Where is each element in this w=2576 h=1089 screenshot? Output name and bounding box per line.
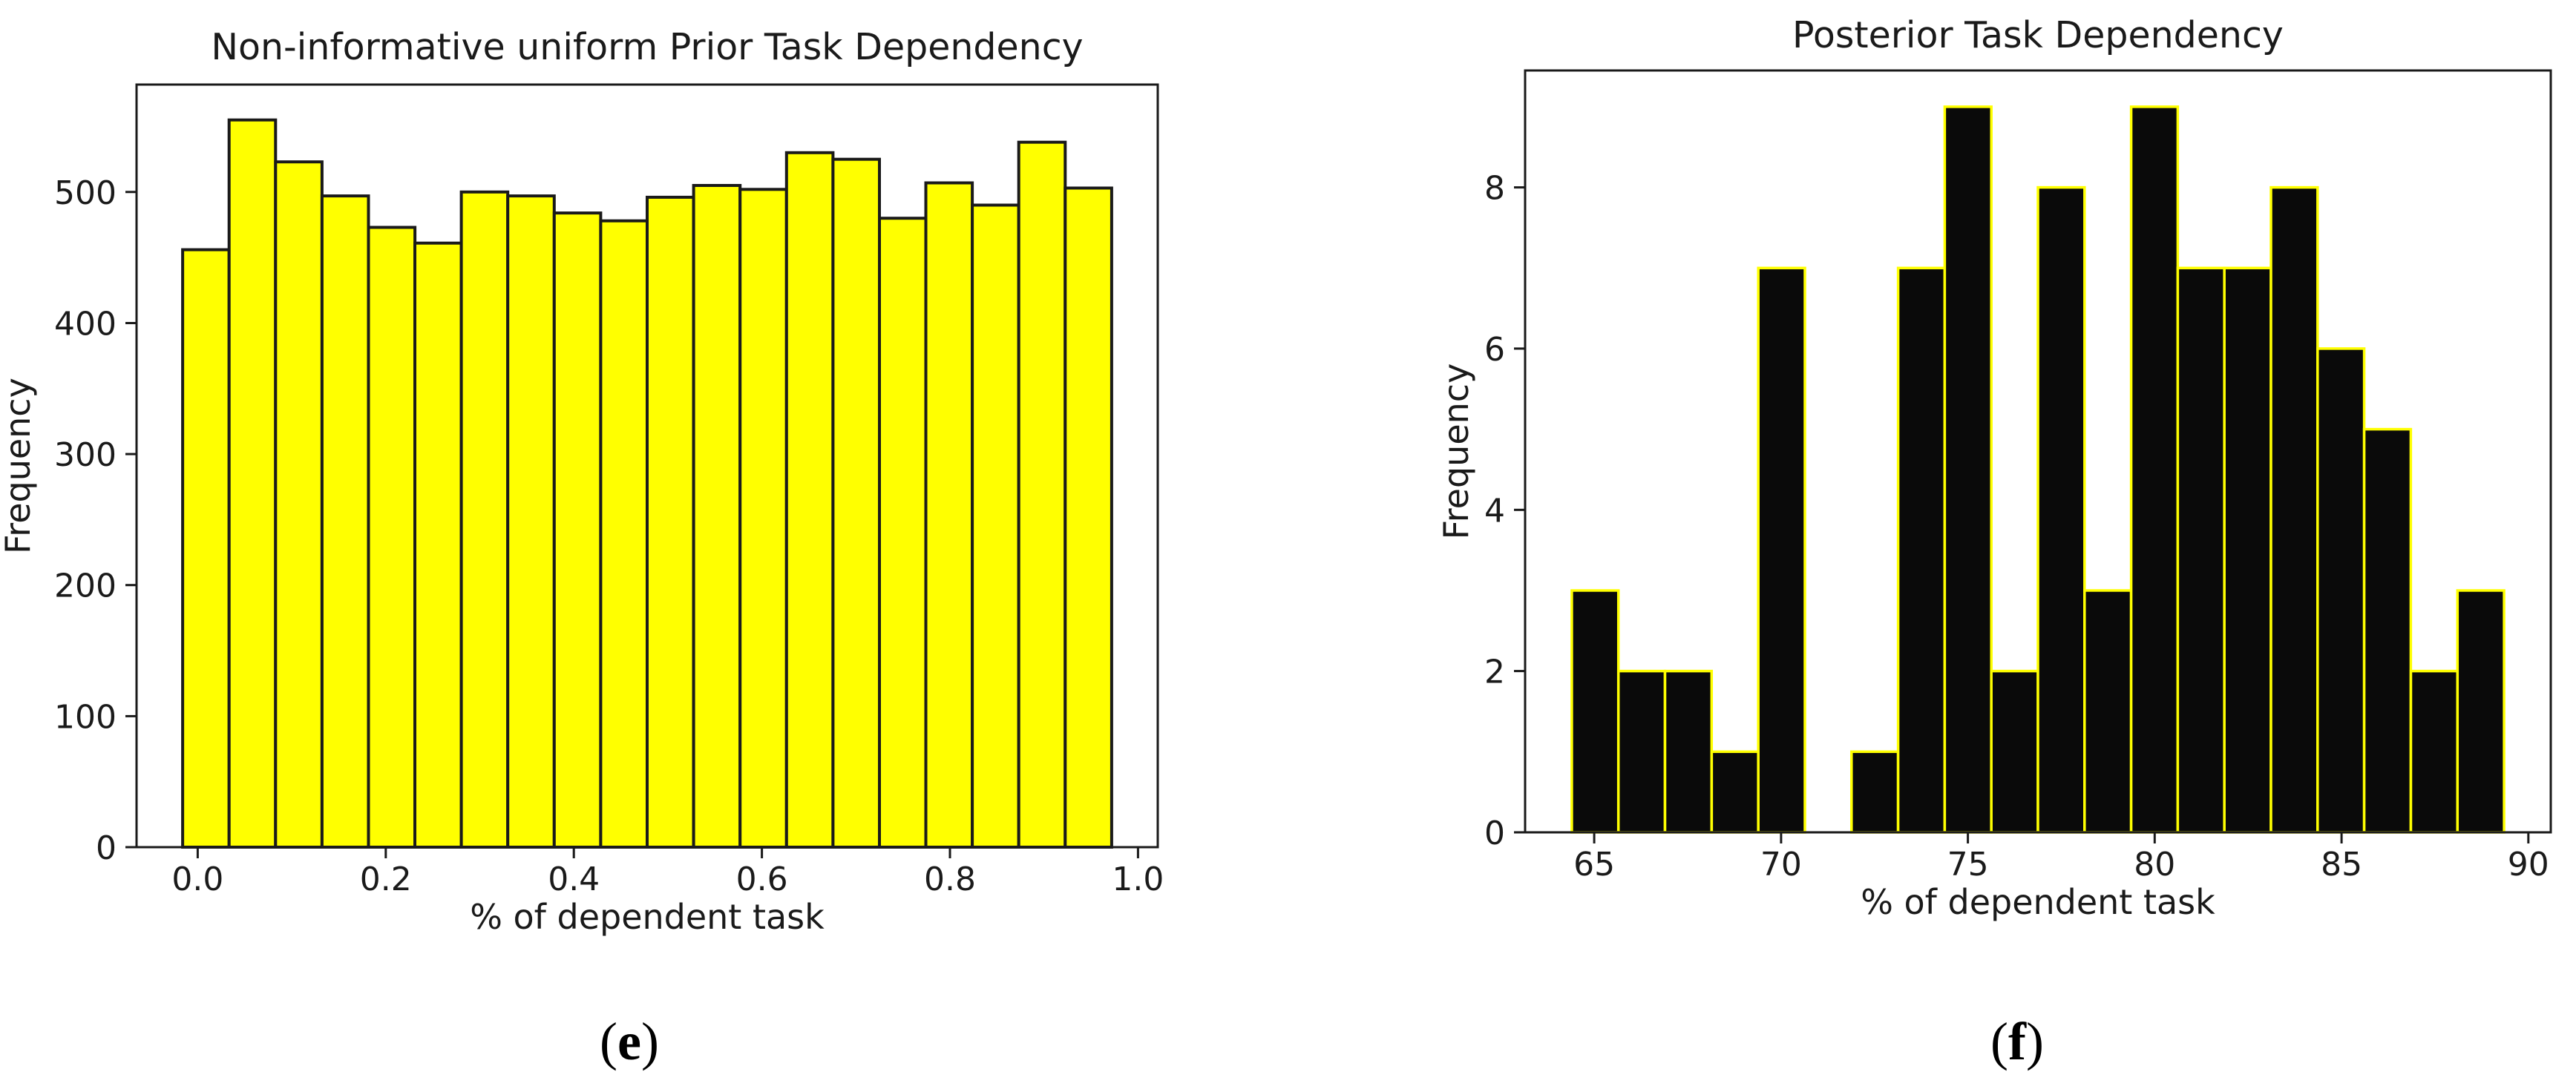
histogram-bar bbox=[1757, 266, 1806, 834]
histogram-bar bbox=[1990, 669, 2039, 834]
y-tick-label: 8 bbox=[1484, 170, 1505, 208]
x-tick-label: 85 bbox=[2321, 846, 2362, 884]
x-tick-label: 80 bbox=[2134, 846, 2175, 884]
y-tick-label: 0 bbox=[1484, 815, 1505, 852]
histogram-bar bbox=[1943, 105, 1993, 834]
x-tick-label: 0.2 bbox=[360, 861, 412, 898]
panel-label-close-paren: ) bbox=[640, 1012, 659, 1071]
histogram-bar bbox=[1663, 669, 1714, 834]
x-axis-label: % of dependent task bbox=[470, 897, 825, 937]
y-tick-label: 2 bbox=[1484, 654, 1505, 691]
histogram-bar bbox=[1896, 266, 1947, 834]
y-tick-label: 300 bbox=[54, 436, 117, 474]
y-axis-label: Frequency bbox=[1436, 363, 1476, 540]
histogram-bar bbox=[181, 248, 231, 849]
histogram-bar bbox=[646, 195, 695, 849]
histogram-bar bbox=[2036, 185, 2086, 834]
histogram-bar bbox=[2456, 589, 2505, 834]
x-axis-label: % of dependent task bbox=[1861, 882, 2215, 922]
histogram-bar bbox=[552, 211, 603, 849]
histogram-bar bbox=[2362, 427, 2413, 834]
panel-label-f: (f) bbox=[1990, 1015, 2044, 1068]
y-tick-label: 500 bbox=[54, 174, 117, 212]
x-tick-label: 0.4 bbox=[548, 861, 600, 898]
histogram-bar bbox=[692, 184, 742, 849]
y-tick-label: 0 bbox=[96, 829, 117, 867]
histogram-bar bbox=[924, 181, 974, 849]
histogram-bar bbox=[784, 151, 835, 849]
histogram-bar bbox=[274, 160, 324, 849]
histogram-bar bbox=[227, 118, 278, 849]
x-tick-label: 70 bbox=[1760, 846, 1802, 884]
panel-label-letter: e bbox=[617, 1012, 641, 1071]
x-tick-label: 1.0 bbox=[1112, 861, 1164, 898]
histogram-bar bbox=[413, 241, 463, 849]
x-tick-label: 90 bbox=[2508, 846, 2549, 884]
y-tick-label: 400 bbox=[54, 306, 117, 343]
histogram-bar bbox=[2223, 266, 2272, 834]
panel-label-open-paren: ( bbox=[600, 1012, 618, 1071]
y-axis-label: Frequency bbox=[0, 378, 38, 554]
histogram-bar bbox=[599, 219, 649, 849]
histogram-bar bbox=[1063, 186, 1113, 849]
histogram-bar bbox=[831, 157, 882, 849]
histogram-bar bbox=[738, 188, 788, 849]
x-tick-label: 75 bbox=[1947, 846, 1989, 884]
panel-label-close-paren: ) bbox=[2025, 1012, 2044, 1071]
histogram-bar bbox=[1710, 750, 1760, 834]
histogram-bar bbox=[2409, 669, 2459, 834]
panel-label-open-paren: ( bbox=[1990, 1012, 2009, 1071]
plot-frame bbox=[1524, 69, 2552, 834]
y-tick-label: 200 bbox=[54, 567, 117, 605]
histogram-bar bbox=[1570, 589, 1620, 834]
histogram-bar bbox=[506, 194, 556, 849]
y-tick-label: 6 bbox=[1484, 331, 1505, 369]
panel-label-e: (e) bbox=[600, 1015, 659, 1068]
chart-title: Non-informative uniform Prior Task Depen… bbox=[211, 26, 1083, 68]
histogram-bar bbox=[2316, 347, 2366, 834]
histogram-bar bbox=[459, 190, 510, 849]
histogram-bar bbox=[971, 203, 1020, 849]
histogram-bar bbox=[878, 217, 928, 849]
y-tick-label: 100 bbox=[54, 698, 117, 736]
plot-frame bbox=[135, 83, 1159, 849]
histogram-bar bbox=[2129, 105, 2180, 834]
chart-title: Posterior Task Dependency bbox=[1792, 14, 2284, 56]
histogram-bar bbox=[1017, 140, 1067, 849]
histogram-bar bbox=[2083, 589, 2133, 834]
histogram-bar bbox=[367, 226, 417, 849]
panel-label-letter: f bbox=[2008, 1012, 2026, 1071]
histogram-bar bbox=[2269, 185, 2319, 834]
x-tick-label: 65 bbox=[1573, 846, 1615, 884]
x-tick-label: 0.8 bbox=[924, 861, 976, 898]
y-tick-label: 4 bbox=[1484, 492, 1505, 530]
histogram-bar bbox=[1616, 669, 1667, 834]
histogram-bar bbox=[2176, 266, 2226, 834]
x-tick-label: 0.6 bbox=[736, 861, 788, 898]
histogram-bar bbox=[320, 194, 370, 849]
x-tick-label: 0.0 bbox=[171, 861, 223, 898]
histogram-bar bbox=[1850, 750, 1900, 834]
